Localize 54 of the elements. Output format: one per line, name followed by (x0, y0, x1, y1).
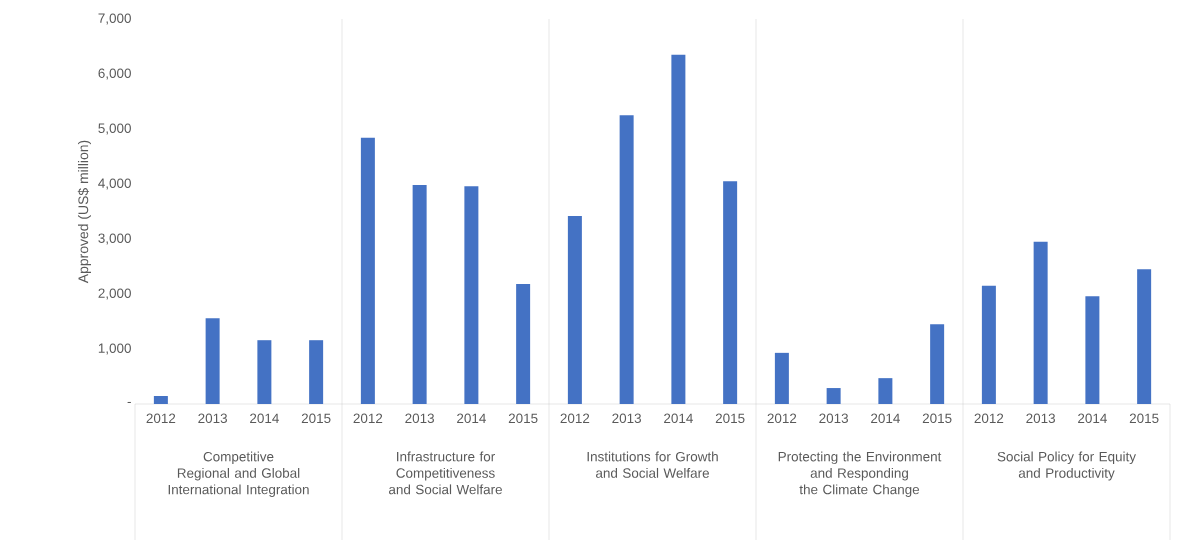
bar (464, 186, 479, 404)
y-tick-label: 3,000 (98, 233, 131, 245)
bar (981, 285, 996, 404)
y-tick-label: - (127, 401, 131, 403)
text: Competitive Regional and Global International Integration (168, 451, 309, 497)
x-tick-label: 2015 (922, 413, 952, 424)
text: Institutions for Growth and Social Welfare (587, 451, 718, 478)
bar (309, 340, 324, 404)
x-tick-label: 2015 (715, 413, 745, 424)
bar (360, 137, 375, 404)
bar (1137, 269, 1152, 404)
bar (1033, 241, 1048, 404)
x-tick-label: 2014 (871, 413, 900, 424)
x-tick-label: 2012 (974, 413, 1004, 424)
x-tick-label: 2015 (1129, 413, 1159, 424)
x-tick-label: 2012 (767, 413, 797, 424)
bar (723, 181, 738, 404)
y-tick-label: 1,000 (98, 343, 131, 355)
bar (774, 352, 789, 404)
bar (567, 215, 582, 404)
y-tick-label: 6,000 (98, 68, 131, 80)
y-axis-title: Approved (US$ million) (77, 140, 91, 284)
x-tick-label: 2015 (508, 413, 538, 424)
bar (619, 115, 634, 404)
x-tick-label: 2014 (1078, 413, 1107, 424)
x-tick-label: 2012 (560, 413, 590, 424)
x-tick-label: 2014 (457, 413, 486, 424)
x-tick-label: 2014 (664, 413, 693, 424)
bar (153, 396, 168, 404)
x-tick-label: 2015 (301, 413, 331, 424)
text: Protecting the Environment and Responding the Climate Change (778, 451, 942, 497)
bar (826, 388, 841, 404)
bar (1085, 296, 1100, 404)
x-tick-label: 2013 (819, 413, 848, 424)
bar (516, 284, 531, 404)
x-tick-label: 2012 (146, 413, 176, 424)
bar (412, 185, 427, 404)
y-tick-label: 5,000 (98, 123, 131, 135)
bar (671, 54, 686, 404)
x-tick-label: 2013 (405, 413, 434, 424)
text: Social Policy for Equity and Productivity (997, 451, 1136, 481)
x-tick-label: 2013 (612, 413, 641, 424)
y-tick-label: 2,000 (98, 288, 131, 300)
bar (257, 340, 272, 404)
bar (878, 378, 893, 404)
bar (930, 324, 945, 404)
x-tick-label: 2013 (198, 413, 227, 424)
bar (205, 318, 220, 404)
text: Infrastructure for Competitiveness and Social Welfare (389, 451, 502, 495)
x-tick-label: 2012 (353, 413, 383, 424)
y-tick-label: 4,000 (98, 178, 131, 190)
x-tick-label: 2014 (250, 413, 279, 424)
x-tick-label: 2013 (1026, 413, 1055, 424)
y-tick-label: 7,000 (98, 13, 131, 25)
